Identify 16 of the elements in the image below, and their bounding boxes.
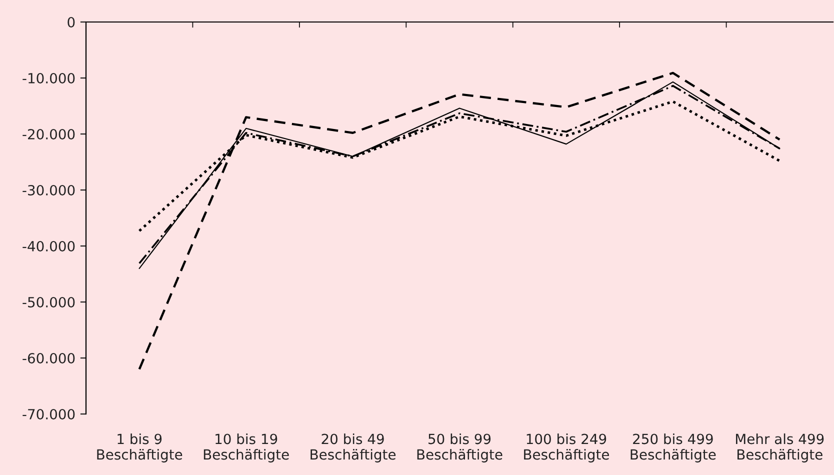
- y-tick-label: 0: [68, 16, 75, 28]
- y-tick-label: -10.000: [22, 72, 75, 84]
- x-tick-label: 20 bis 49 Beschäftigte: [310, 433, 396, 462]
- x-tick-label: 100 bis 249 Beschäftigte: [524, 433, 609, 462]
- x-tick-label: 10 bis 19 Beschäftigte: [204, 433, 289, 462]
- y-tick-label: -50.000: [22, 296, 75, 308]
- y-tick-label: -40.000: [22, 240, 75, 252]
- line-series: [138, 72, 781, 370]
- x-tick-label: 1 bis 9 Beschäftigte: [97, 433, 182, 462]
- x-tick-label: 50 bis 99 Beschäftigte: [417, 433, 502, 462]
- y-tick-label: -60.000: [22, 352, 75, 364]
- x-tick-label: 250 bis 499 Beschäftigte: [630, 433, 716, 462]
- y-tick-label: -70.000: [22, 408, 75, 420]
- x-tick-label: Mehr als 499 Beschäftigte: [736, 433, 824, 462]
- y-tick-label: -20.000: [22, 128, 75, 140]
- y-tick-label: -30.000: [22, 184, 75, 196]
